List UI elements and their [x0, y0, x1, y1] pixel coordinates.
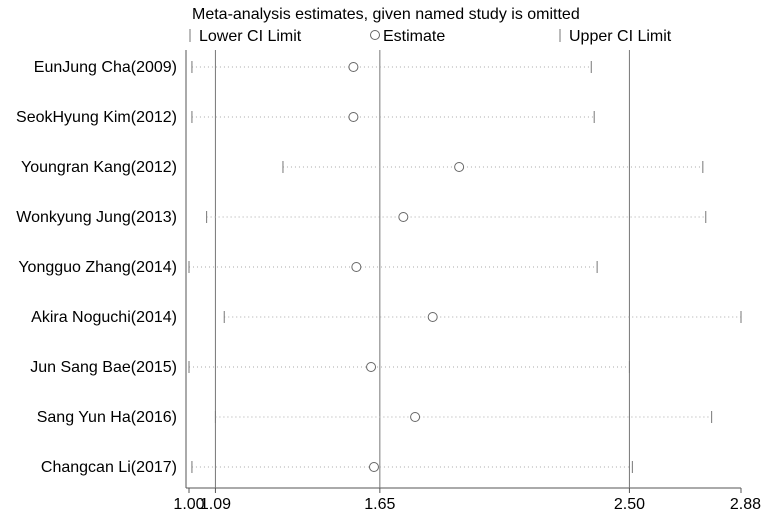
study-label: Yongguo Zhang(2014): [18, 259, 177, 276]
estimate-marker: [398, 212, 409, 222]
study-row: Akira Noguchi(2014): [31, 309, 742, 326]
legend: Lower CI Limit Estimate Upper CI Limit: [189, 28, 672, 45]
x-axis-ticks: 1.001.09 1.65 2.50 2.88: [173, 488, 761, 513]
legend-upper-ci-label: Upper CI Limit: [569, 28, 672, 45]
estimate-marker: [427, 312, 438, 322]
study-label: SeokHyung Kim(2012): [16, 109, 177, 126]
reference-lines: [214, 50, 630, 488]
estimate-marker: [366, 362, 377, 372]
study-row: Wonkyung Jung(2013): [16, 209, 707, 226]
x-tick-label: 1.09: [200, 496, 231, 513]
study-label: EunJung Cha(2009): [34, 59, 177, 76]
legend-estimate-marker: [370, 30, 380, 40]
legend-lower-ci-label: Lower CI Limit: [199, 28, 302, 45]
study-label: Wonkyung Jung(2013): [16, 209, 177, 226]
study-row: Yongguo Zhang(2014): [18, 259, 598, 276]
plot-frame: [185, 50, 741, 489]
estimate-marker: [348, 62, 359, 72]
chart-title: Meta-analysis estimates, given named stu…: [192, 6, 580, 23]
study-row: SeokHyung Kim(2012): [16, 109, 595, 126]
estimate-marker: [410, 412, 421, 422]
study-row: Jun Sang Bae(2015): [30, 359, 630, 376]
study-row: Changcan Li(2017): [41, 459, 633, 476]
estimate-marker: [454, 162, 465, 172]
study-rows: EunJung Cha(2009) SeokHyung Kim(2012) Youn…: [16, 59, 742, 476]
estimate-marker: [348, 112, 359, 122]
study-label: Akira Noguchi(2014): [31, 309, 177, 326]
x-tick-label: 2.88: [730, 496, 761, 513]
study-row: EunJung Cha(2009): [34, 59, 592, 76]
study-label: Sang Yun Ha(2016): [37, 409, 177, 426]
study-label: Changcan Li(2017): [41, 459, 177, 476]
estimate-marker: [351, 262, 362, 272]
study-row: Youngran Kang(2012): [21, 159, 704, 176]
x-tick-label: 1.65: [364, 496, 395, 513]
study-row: Sang Yun Ha(2016): [37, 409, 713, 426]
legend-estimate-label: Estimate: [383, 28, 445, 45]
study-label: Jun Sang Bae(2015): [30, 359, 177, 376]
x-tick-label: 1.00: [173, 496, 204, 513]
x-tick-label: 2.50: [614, 496, 645, 513]
study-label: Youngran Kang(2012): [21, 159, 177, 176]
estimate-marker: [368, 462, 379, 472]
